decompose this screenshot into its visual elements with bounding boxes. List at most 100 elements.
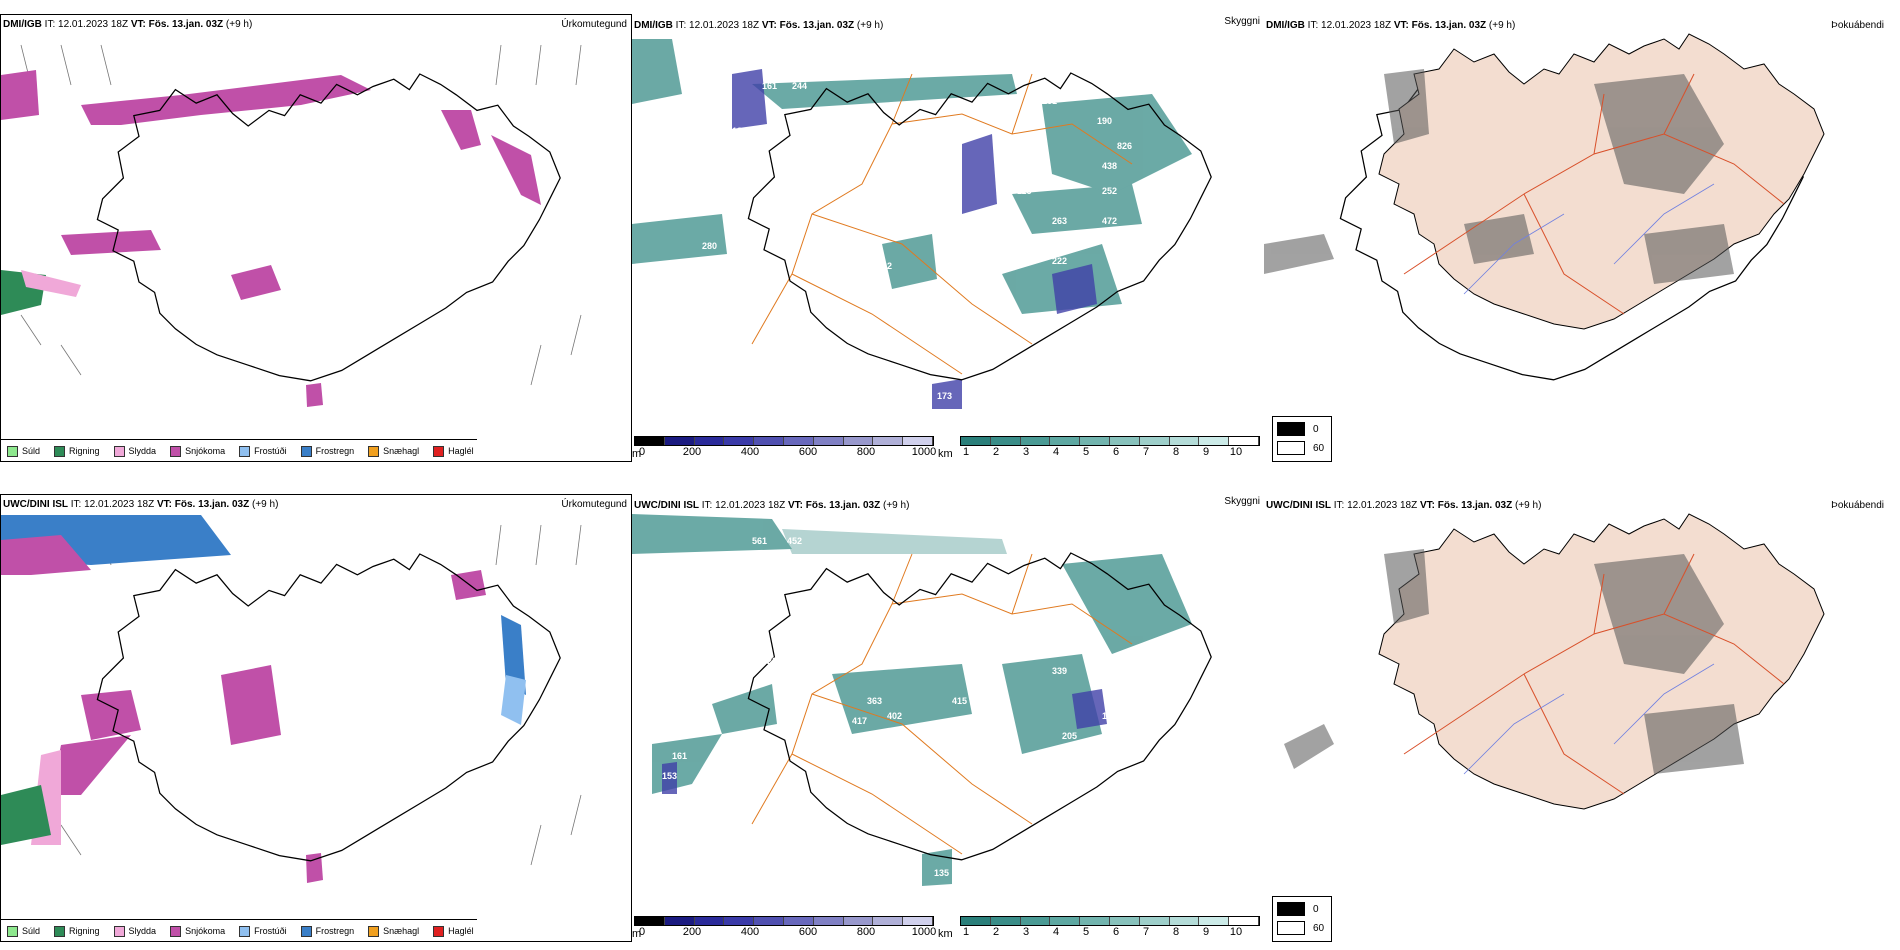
scale-swatch [664,437,695,445]
fog-map [1264,33,1825,381]
scale-swatch [1139,437,1170,445]
scale-tick-label: 4 [1052,446,1060,458]
cloud-base-scale: 0 200 400 600 800 1000 [634,916,936,942]
panel-header: UWC/DINI ISL IT: 12.01.2023 18Z VT: Fös.… [3,499,279,510]
scale-tick-label: 3 [1022,926,1030,938]
svg-text:280: 280 [702,241,717,251]
scale-unit: m [632,448,642,460]
legend-item: Slydda [113,925,156,937]
scale-swatch [724,437,755,445]
svg-text:172: 172 [1112,261,1127,271]
legend-item: Súld [7,445,40,457]
svg-text:292: 292 [1112,241,1127,251]
svg-text:445: 445 [652,271,667,281]
visibility-areas [632,39,1192,314]
scale-swatch [1199,917,1230,925]
scale-swatch [1050,917,1081,925]
legend-item: Frostúði [239,445,287,457]
svg-text:341: 341 [742,231,757,241]
svg-text:402: 402 [887,711,902,721]
scale-tick-label: 5 [1082,926,1090,938]
legend-item: Frostregn [300,445,354,457]
fog-legend: 0 60 [1272,896,1332,942]
panel-title: Skyggni [1224,496,1260,507]
scale-swatch [635,917,665,925]
scale-tick-label: 600 [798,446,818,458]
scale-swatch [903,437,933,445]
svg-text:150: 150 [772,221,787,231]
scale-tick-label: 600 [798,926,818,938]
scale-tick-label: 1 [962,926,970,938]
scale-tick-label: 0 [638,446,646,458]
scale-swatch [1199,437,1230,445]
precip-map [1,515,582,883]
legend-item: Slydda [113,445,156,457]
legend-item: Frostregn [300,925,354,937]
scale-tick-label: 800 [856,926,876,938]
svg-text:500: 500 [852,276,867,286]
svg-text:222: 222 [1052,256,1067,266]
svg-text:417: 417 [852,716,867,726]
legend-item: Snæhagl [368,925,419,937]
svg-text:244: 244 [792,81,807,91]
scale-swatch [1169,437,1200,445]
scale-tick-label: 9 [1202,926,1210,938]
fog-areas [1264,69,1734,284]
scale-tick-label: 0 [638,926,646,938]
panel-header: DMI/IGB IT: 12.01.2023 18Z VT: Fös. 13.j… [3,19,253,30]
scale-swatch [635,437,665,445]
precip-legend: Súld Rigning Slydda Snjókoma Frostúði Fr… [1,919,477,941]
panel-title: Þokuábendi [1831,500,1884,511]
scale-swatch [694,917,725,925]
cloud-panel-top: DMI/IGB IT: 12.01.2023 18Z VT: Fös. 13.j… [632,14,1264,462]
svg-text:438: 438 [1102,161,1117,171]
svg-text:182: 182 [732,126,747,136]
svg-text:561: 561 [752,536,767,546]
legend-item: Snjókoma [170,925,225,937]
scale-tick-label: 1 [962,446,970,458]
svg-text:115: 115 [1017,186,1032,196]
scale-swatch [1050,437,1081,445]
scale-swatch [961,437,991,445]
panel-header: DMI/IGB IT: 12.01.2023 18Z VT: Fös. 13.j… [634,20,884,31]
cloud-base-areas [732,69,1097,409]
scale-swatch [990,437,1021,445]
scale-tick-label: 6 [1112,926,1120,938]
legend-item: Haglél [433,925,474,937]
svg-text:205: 205 [1062,731,1077,741]
svg-text:252: 252 [1102,186,1117,196]
scale-swatch [873,437,904,445]
legend-item: Rigning [54,445,100,457]
scale-tick-label: 200 [682,446,702,458]
scale-tick-label: 200 [682,926,702,938]
cloud-base-scale: 0 200 400 600 800 1000 [634,436,936,462]
scale-swatch [1020,917,1051,925]
snow-areas [1,70,541,407]
svg-text:622: 622 [762,656,777,666]
scale-swatch [813,917,844,925]
scale-tick-label: 2 [992,926,1000,938]
svg-text:826: 826 [1117,141,1132,151]
scale-tick-label: 5 [1082,446,1090,458]
legend-item: Snæhagl [368,445,419,457]
scale-unit: m [632,928,642,940]
panel-title: Úrkomutegund [561,499,627,510]
panel-header: UWC/DINI ISL IT: 12.01.2023 18Z VT: Fös.… [1266,500,1542,511]
fog-panel-bottom: UWC/DINI ISL IT: 12.01.2023 18Z VT: Fös.… [1264,494,1900,942]
fog-legend: 0 60 [1272,416,1332,462]
svg-text:173: 173 [937,391,952,401]
scale-swatch [1229,917,1259,925]
scale-swatch [961,917,991,925]
svg-text:161: 161 [672,751,687,761]
scale-swatch [754,437,784,445]
scale-unit: km [938,448,953,460]
roads [751,73,1133,375]
legend-item: Snjókoma [170,445,225,457]
precip-map [1,44,582,407]
svg-text:263: 263 [1052,216,1067,226]
visibility-scale: 1 2 3 4 5 6 7 8 9 10 [960,916,1260,942]
scale-swatch [990,917,1021,925]
